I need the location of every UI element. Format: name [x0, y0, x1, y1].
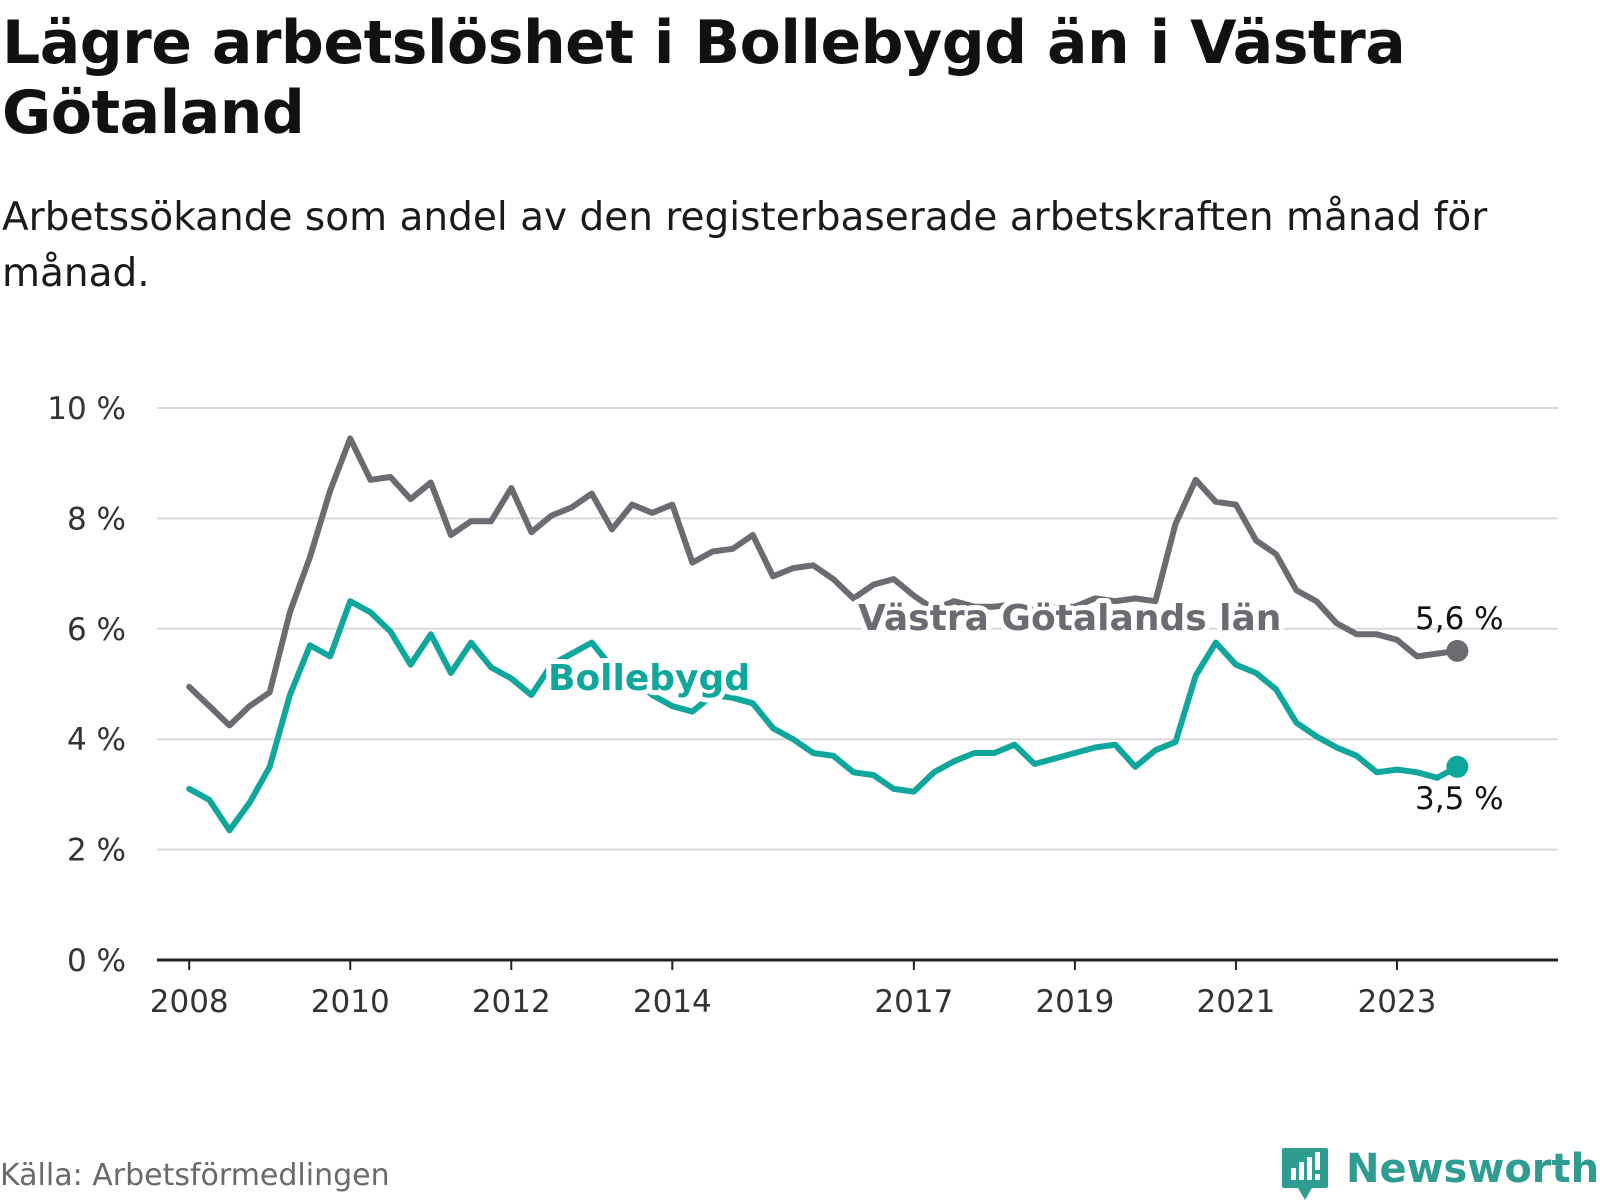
series-label-halo: Bollebygd: [548, 658, 750, 699]
y-tick-label: 2 %: [67, 833, 126, 869]
source-note: Källa: Arbetsförmedlingen: [0, 1158, 390, 1193]
end-point-marker: [1446, 639, 1469, 662]
y-tick-label: 6 %: [67, 612, 126, 648]
x-axis: 2008 2010 2012 2014 2017 2019 2021 2023: [150, 958, 1558, 1020]
x-tick-label: 2008: [150, 984, 229, 1020]
y-tick-label: 10 %: [47, 391, 126, 427]
newsworthy-icon: [1282, 1148, 1328, 1200]
end-value-label: 5,6 %: [1415, 601, 1504, 637]
x-tick-label: 2010: [311, 984, 390, 1020]
end-point-marker: [1446, 755, 1469, 778]
series-name-label: Bollebygd: [548, 658, 750, 699]
x-tick-label: 2021: [1196, 984, 1275, 1020]
end-value-label: 3,5 %: [1415, 781, 1504, 817]
chart-title: Lägre arbetslöshet i Bollebygd än i Väst…: [2, 8, 1406, 148]
series-name-label: Västra Götalands län: [858, 598, 1281, 639]
chart-subtitle: Arbetssökande som andel av den registerb…: [2, 195, 1488, 296]
x-tick-label: 2012: [472, 984, 551, 1020]
x-tick-label: 2019: [1035, 984, 1114, 1020]
x-tick-label: 2023: [1358, 984, 1437, 1020]
x-tick-label: 2014: [633, 984, 712, 1020]
y-tick-label: 0 %: [67, 943, 126, 979]
x-tick-label: 2017: [874, 984, 953, 1020]
line-chart: 0 % 2 % 4 % 6 % 8 % 10 % 2008 2010 2012 2014 2017…: [47, 391, 1558, 1020]
y-tick-label: 4 %: [67, 722, 126, 758]
brand-name: Newsworthy: [1346, 1146, 1600, 1192]
series-group: [186, 435, 1469, 834]
series-label-halo: Västra Götalands län: [858, 598, 1281, 639]
series-line-bollebygd: [186, 598, 1461, 834]
y-tick-label: 8 %: [67, 501, 126, 537]
series-line-vastra-gotaland: [186, 435, 1461, 729]
y-axis: 0 % 2 % 4 % 6 % 8 % 10 %: [47, 391, 126, 979]
brand-logo[interactable]: Newsworthy: [1280, 1144, 1600, 1200]
